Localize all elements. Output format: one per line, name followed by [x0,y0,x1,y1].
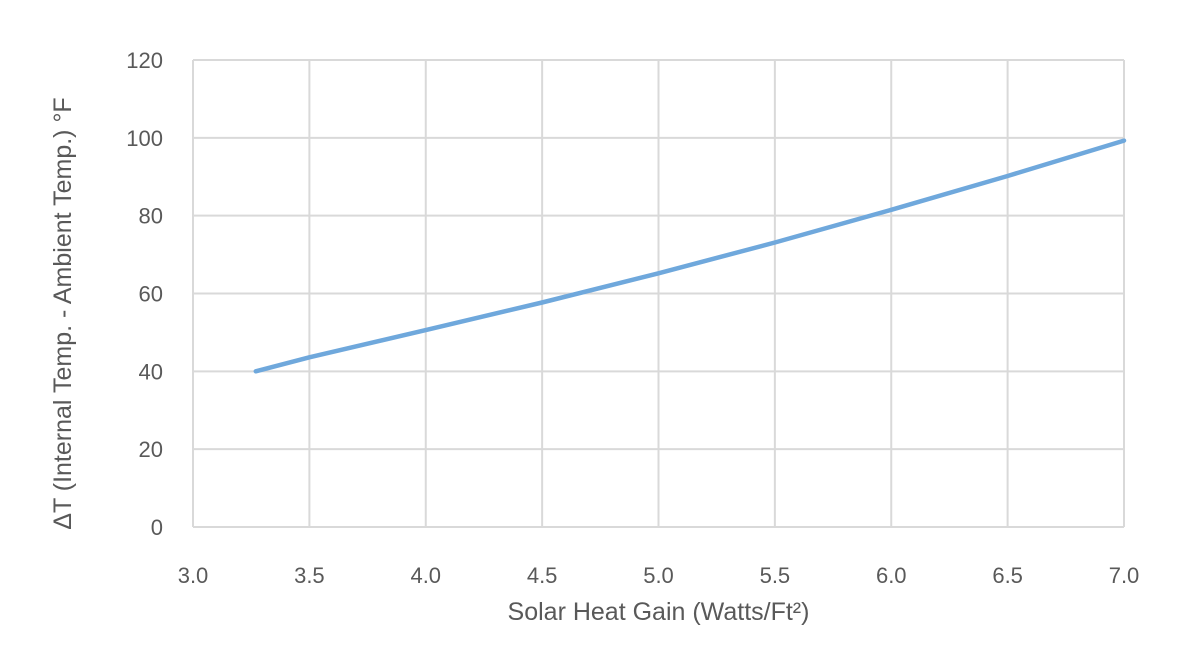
y-tick-label: 0 [151,515,163,540]
x-tick-label: 4.0 [410,563,441,588]
y-tick-labels: 0 20 40 60 80 100 120 [126,48,163,540]
y-tick-label: 100 [126,126,163,151]
x-tick-label: 5.5 [760,563,791,588]
series-layer [253,138,1127,374]
y-axis-title: ΔT (Internal Temp. - Ambient Temp.) °F [49,97,77,529]
x-axis-title: Solar Heat Gain (Watts/Ft²) [508,598,810,626]
x-tick-label: 7.0 [1109,563,1140,588]
y-tick-label: 80 [139,204,163,229]
x-tick-label: 3.5 [294,563,325,588]
x-tick-label: 6.0 [876,563,907,588]
x-tick-label: 4.5 [527,563,558,588]
x-tick-label: 5.0 [643,563,674,588]
y-tick-label: 20 [139,437,163,462]
y-tick-label: 60 [139,282,163,307]
x-tick-label: 6.5 [992,563,1023,588]
gridlines [192,59,1125,527]
x-tick-labels: 3.0 3.5 4.0 4.5 5.0 5.5 6.0 6.5 7.0 [178,563,1140,588]
x-tick-label: 3.0 [178,563,209,588]
series-line [253,138,1127,374]
y-tick-label: 120 [126,48,163,73]
y-tick-label: 40 [139,359,163,384]
